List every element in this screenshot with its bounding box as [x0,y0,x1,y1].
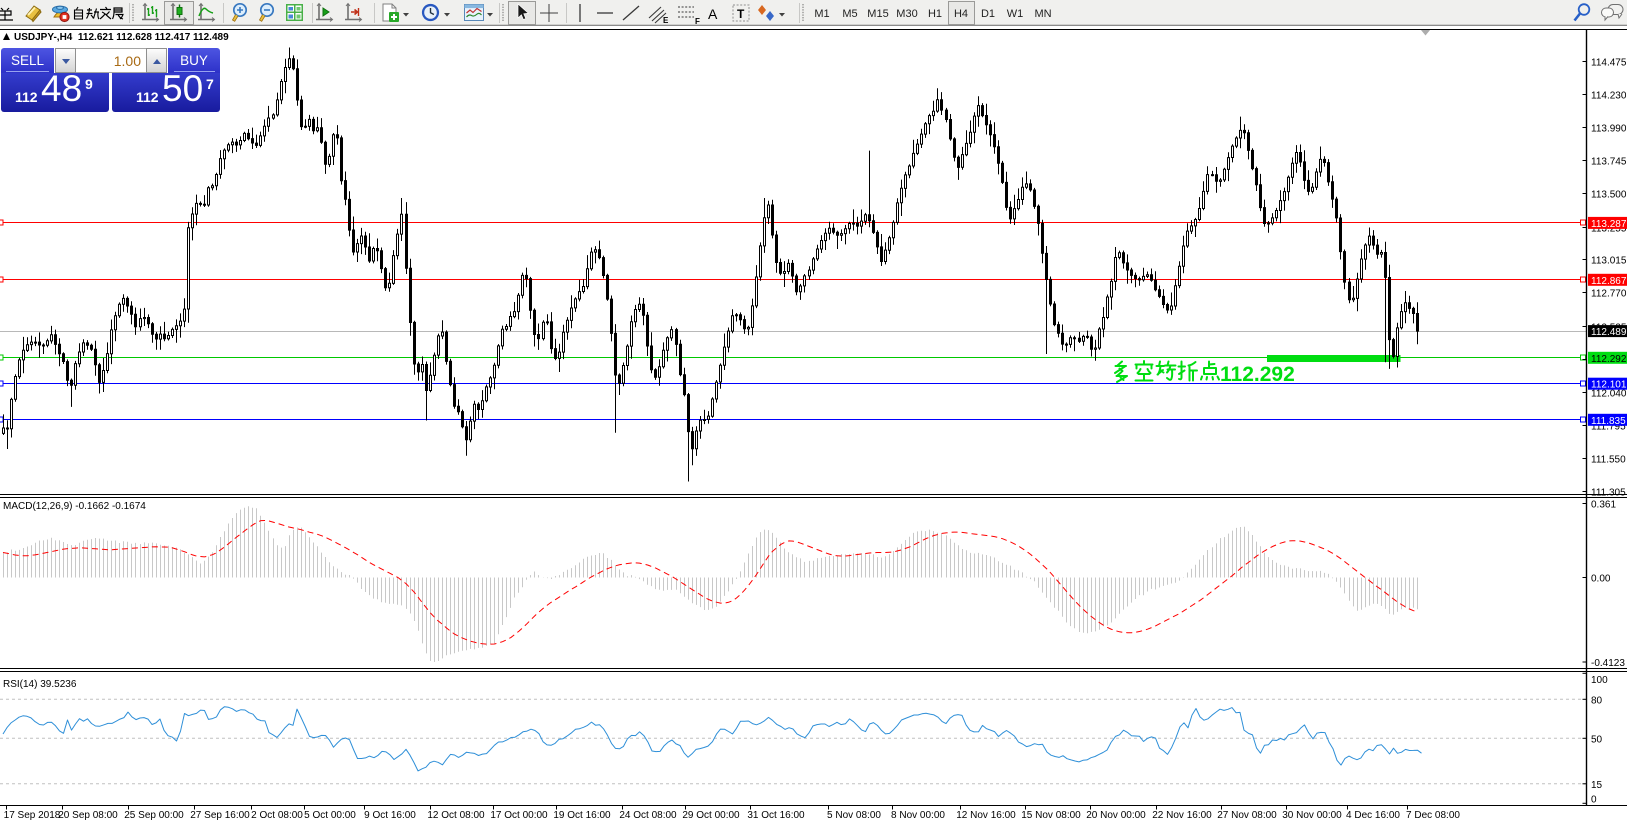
svg-text:112.292: 112.292 [1591,354,1627,365]
svg-text:111.835: 111.835 [1591,416,1626,427]
svg-text:25 Sep 00:00: 25 Sep 00:00 [124,810,184,821]
svg-text:111.550: 111.550 [1591,455,1626,466]
svg-text:0.361: 0.361 [1591,500,1616,511]
svg-text:24 Oct 08:00: 24 Oct 08:00 [619,810,677,821]
svg-text:D1: D1 [981,8,995,20]
svg-text:12 Nov 16:00: 12 Nov 16:00 [956,810,1016,821]
svg-text:A: A [708,6,718,22]
svg-text:113.287: 113.287 [1591,219,1627,230]
svg-text:29 Oct 00:00: 29 Oct 00:00 [682,810,740,821]
svg-text:111.795: 111.795 [1591,422,1626,433]
svg-text:MACD(12,26,9) -0.1662 -0.1674: MACD(12,26,9) -0.1662 -0.1674 [3,501,146,512]
svg-text:113.500: 113.500 [1591,190,1627,201]
svg-text:0: 0 [1591,794,1597,805]
svg-text:15: 15 [1591,780,1603,791]
svg-text:7 Dec 08:00: 7 Dec 08:00 [1406,810,1460,821]
svg-text:5 Oct 00:00: 5 Oct 00:00 [304,810,356,821]
svg-text:17 Sep 2018: 17 Sep 2018 [4,810,61,821]
svg-text:H4: H4 [954,8,968,20]
svg-text:MN: MN [1034,8,1051,20]
svg-text:113.990: 113.990 [1591,124,1627,135]
svg-text:113.015: 113.015 [1591,256,1627,267]
svg-text:M30: M30 [896,8,917,20]
svg-text:15 Nov 08:00: 15 Nov 08:00 [1021,810,1081,821]
svg-text:112.489: 112.489 [1591,327,1627,338]
svg-text:112.101: 112.101 [1591,380,1627,391]
svg-text:H1: H1 [928,8,942,20]
svg-text:0.00: 0.00 [1591,574,1611,585]
svg-text:112.292: 112.292 [1220,363,1295,386]
svg-text:-0.4123: -0.4123 [1591,658,1625,669]
svg-text:5 Nov 08:00: 5 Nov 08:00 [827,810,881,821]
svg-text:T: T [737,7,745,21]
svg-text:9 Oct 16:00: 9 Oct 16:00 [364,810,416,821]
svg-text:2 Oct 08:00: 2 Oct 08:00 [251,810,303,821]
svg-text:F: F [695,17,700,26]
svg-text:E: E [663,16,669,25]
svg-text:17 Oct 00:00: 17 Oct 00:00 [490,810,548,821]
svg-text:30 Nov 00:00: 30 Nov 00:00 [1282,810,1342,821]
svg-text:22 Nov 16:00: 22 Nov 16:00 [1152,810,1212,821]
svg-text:113.255: 113.255 [1591,224,1627,235]
svg-text:8 Nov 00:00: 8 Nov 00:00 [891,810,945,821]
svg-text:114.475: 114.475 [1591,58,1627,69]
svg-text:20 Sep 08:00: 20 Sep 08:00 [58,810,118,821]
svg-text:111.305: 111.305 [1591,488,1626,499]
svg-text:112.770: 112.770 [1591,289,1627,300]
svg-text:19 Oct 16:00: 19 Oct 16:00 [553,810,611,821]
svg-text:27 Sep 16:00: 27 Sep 16:00 [190,810,250,821]
svg-text:12 Oct 08:00: 12 Oct 08:00 [427,810,485,821]
svg-text:M15: M15 [867,8,888,20]
svg-text:20 Nov 00:00: 20 Nov 00:00 [1086,810,1146,821]
svg-text:27 Nov 08:00: 27 Nov 08:00 [1217,810,1277,821]
svg-text:4 Dec 16:00: 4 Dec 16:00 [1346,810,1400,821]
svg-text:114.230: 114.230 [1591,91,1627,102]
svg-text:80: 80 [1591,695,1603,706]
svg-text:31 Oct 16:00: 31 Oct 16:00 [747,810,805,821]
svg-text:112.867: 112.867 [1591,276,1627,287]
svg-text:113.745: 113.745 [1591,157,1627,168]
svg-text:M5: M5 [842,8,857,20]
svg-text:W1: W1 [1007,8,1024,20]
svg-text:100: 100 [1591,675,1608,686]
svg-text:USDJPY-,H4 112.621 112.628 11: USDJPY-,H4 112.621 112.628 112.417 112.4… [14,32,229,43]
svg-text:M1: M1 [814,8,829,20]
svg-text:112.040: 112.040 [1591,389,1627,400]
svg-text:RSI(14) 39.5236: RSI(14) 39.5236 [3,679,77,690]
svg-text:50: 50 [1591,734,1603,745]
